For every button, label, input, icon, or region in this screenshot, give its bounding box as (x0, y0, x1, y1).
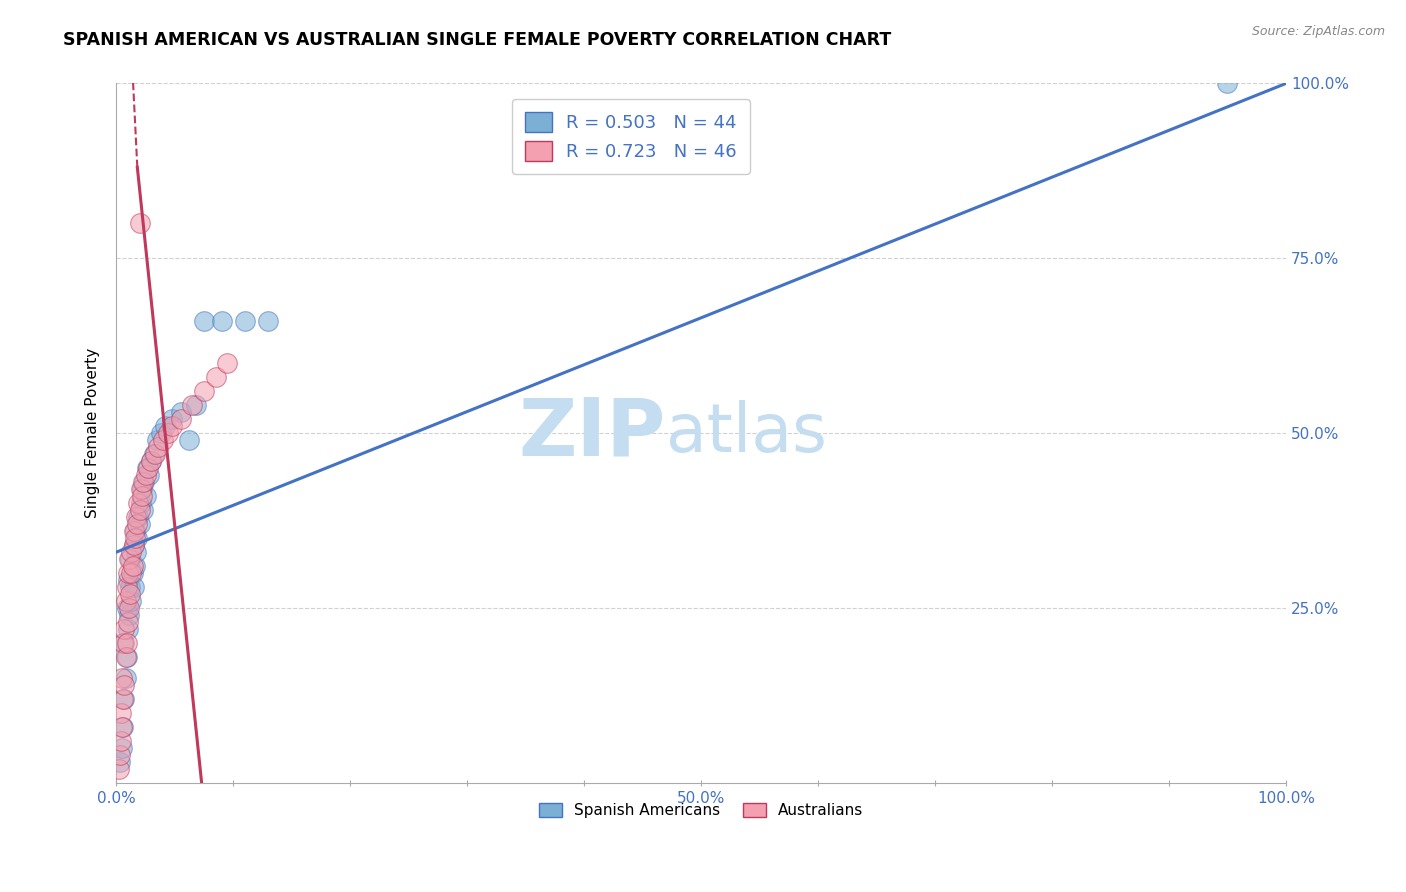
Point (111, 720, 134, 734)
Point (169, 405, 191, 419)
Point (169, 412, 191, 426)
Point (217, 356, 239, 370)
Point (129, 482, 152, 496)
Point (149, 426, 172, 441)
Point (115, 636, 138, 650)
Point (110, 734, 132, 748)
Point (117, 566, 139, 581)
Point (132, 503, 155, 517)
Point (204, 370, 226, 384)
Point (121, 559, 143, 574)
Point (193, 384, 215, 399)
Point (127, 517, 149, 532)
Point (127, 531, 149, 545)
Text: ZIP: ZIP (519, 394, 666, 472)
Point (114, 671, 136, 685)
Point (118, 601, 141, 615)
Point (108, 747, 131, 762)
Point (118, 552, 141, 566)
Point (131, 489, 153, 503)
Point (128, 503, 150, 517)
Point (136, 461, 159, 475)
Point (184, 398, 207, 412)
Point (128, 517, 150, 532)
Point (141, 454, 163, 468)
Point (1216, 77, 1239, 91)
Text: SPANISH AMERICAN VS AUSTRALIAN SINGLE FEMALE POVERTY CORRELATION CHART: SPANISH AMERICAN VS AUSTRALIAN SINGLE FE… (63, 31, 891, 49)
Point (114, 650, 136, 665)
Point (181, 398, 204, 412)
Point (162, 419, 184, 434)
Point (115, 650, 138, 665)
Point (134, 489, 156, 503)
Point (118, 608, 141, 623)
Point (257, 314, 280, 328)
Point (112, 720, 135, 734)
Point (211, 314, 233, 328)
Point (122, 538, 145, 552)
Point (122, 524, 145, 538)
Point (120, 587, 142, 601)
Point (129, 496, 152, 510)
Point (115, 601, 138, 615)
Point (148, 440, 170, 454)
Point (124, 531, 146, 545)
Point (121, 545, 143, 559)
Point (128, 216, 150, 230)
Point (135, 461, 157, 475)
Point (111, 671, 134, 685)
Point (132, 475, 155, 490)
Text: Source: ZipAtlas.com: Source: ZipAtlas.com (1251, 25, 1385, 38)
Point (112, 636, 135, 650)
Point (134, 468, 156, 483)
Point (117, 573, 139, 587)
Point (120, 580, 142, 594)
Point (152, 434, 174, 448)
Point (122, 580, 145, 594)
Point (117, 622, 139, 636)
Point (128, 496, 150, 510)
Point (120, 552, 142, 566)
Point (124, 524, 146, 538)
Point (122, 538, 145, 552)
Point (117, 615, 139, 629)
Point (115, 580, 138, 594)
Point (114, 678, 136, 692)
Legend: Spanish Americans, Australians: Spanish Americans, Australians (533, 797, 869, 824)
Point (111, 741, 134, 756)
Point (128, 510, 150, 524)
Point (114, 636, 136, 650)
Point (141, 454, 163, 468)
Point (107, 762, 129, 776)
Point (177, 434, 200, 448)
Point (138, 468, 160, 483)
Point (121, 594, 143, 608)
Point (121, 566, 143, 581)
Text: atlas: atlas (666, 401, 827, 467)
Point (108, 755, 131, 769)
Point (143, 447, 166, 461)
Point (162, 412, 184, 426)
Point (125, 545, 148, 559)
Point (124, 559, 146, 574)
Point (114, 594, 136, 608)
Point (110, 706, 132, 720)
Point (142, 447, 165, 461)
Point (155, 419, 177, 434)
Point (131, 482, 153, 496)
Y-axis label: Single Female Poverty: Single Female Poverty (86, 348, 100, 518)
Point (233, 314, 256, 328)
Point (114, 692, 136, 706)
Point (134, 475, 156, 490)
Point (125, 510, 148, 524)
Point (146, 434, 169, 448)
Point (112, 692, 135, 706)
Point (193, 314, 215, 328)
Point (156, 426, 179, 441)
Point (114, 622, 136, 636)
Point (121, 566, 143, 581)
